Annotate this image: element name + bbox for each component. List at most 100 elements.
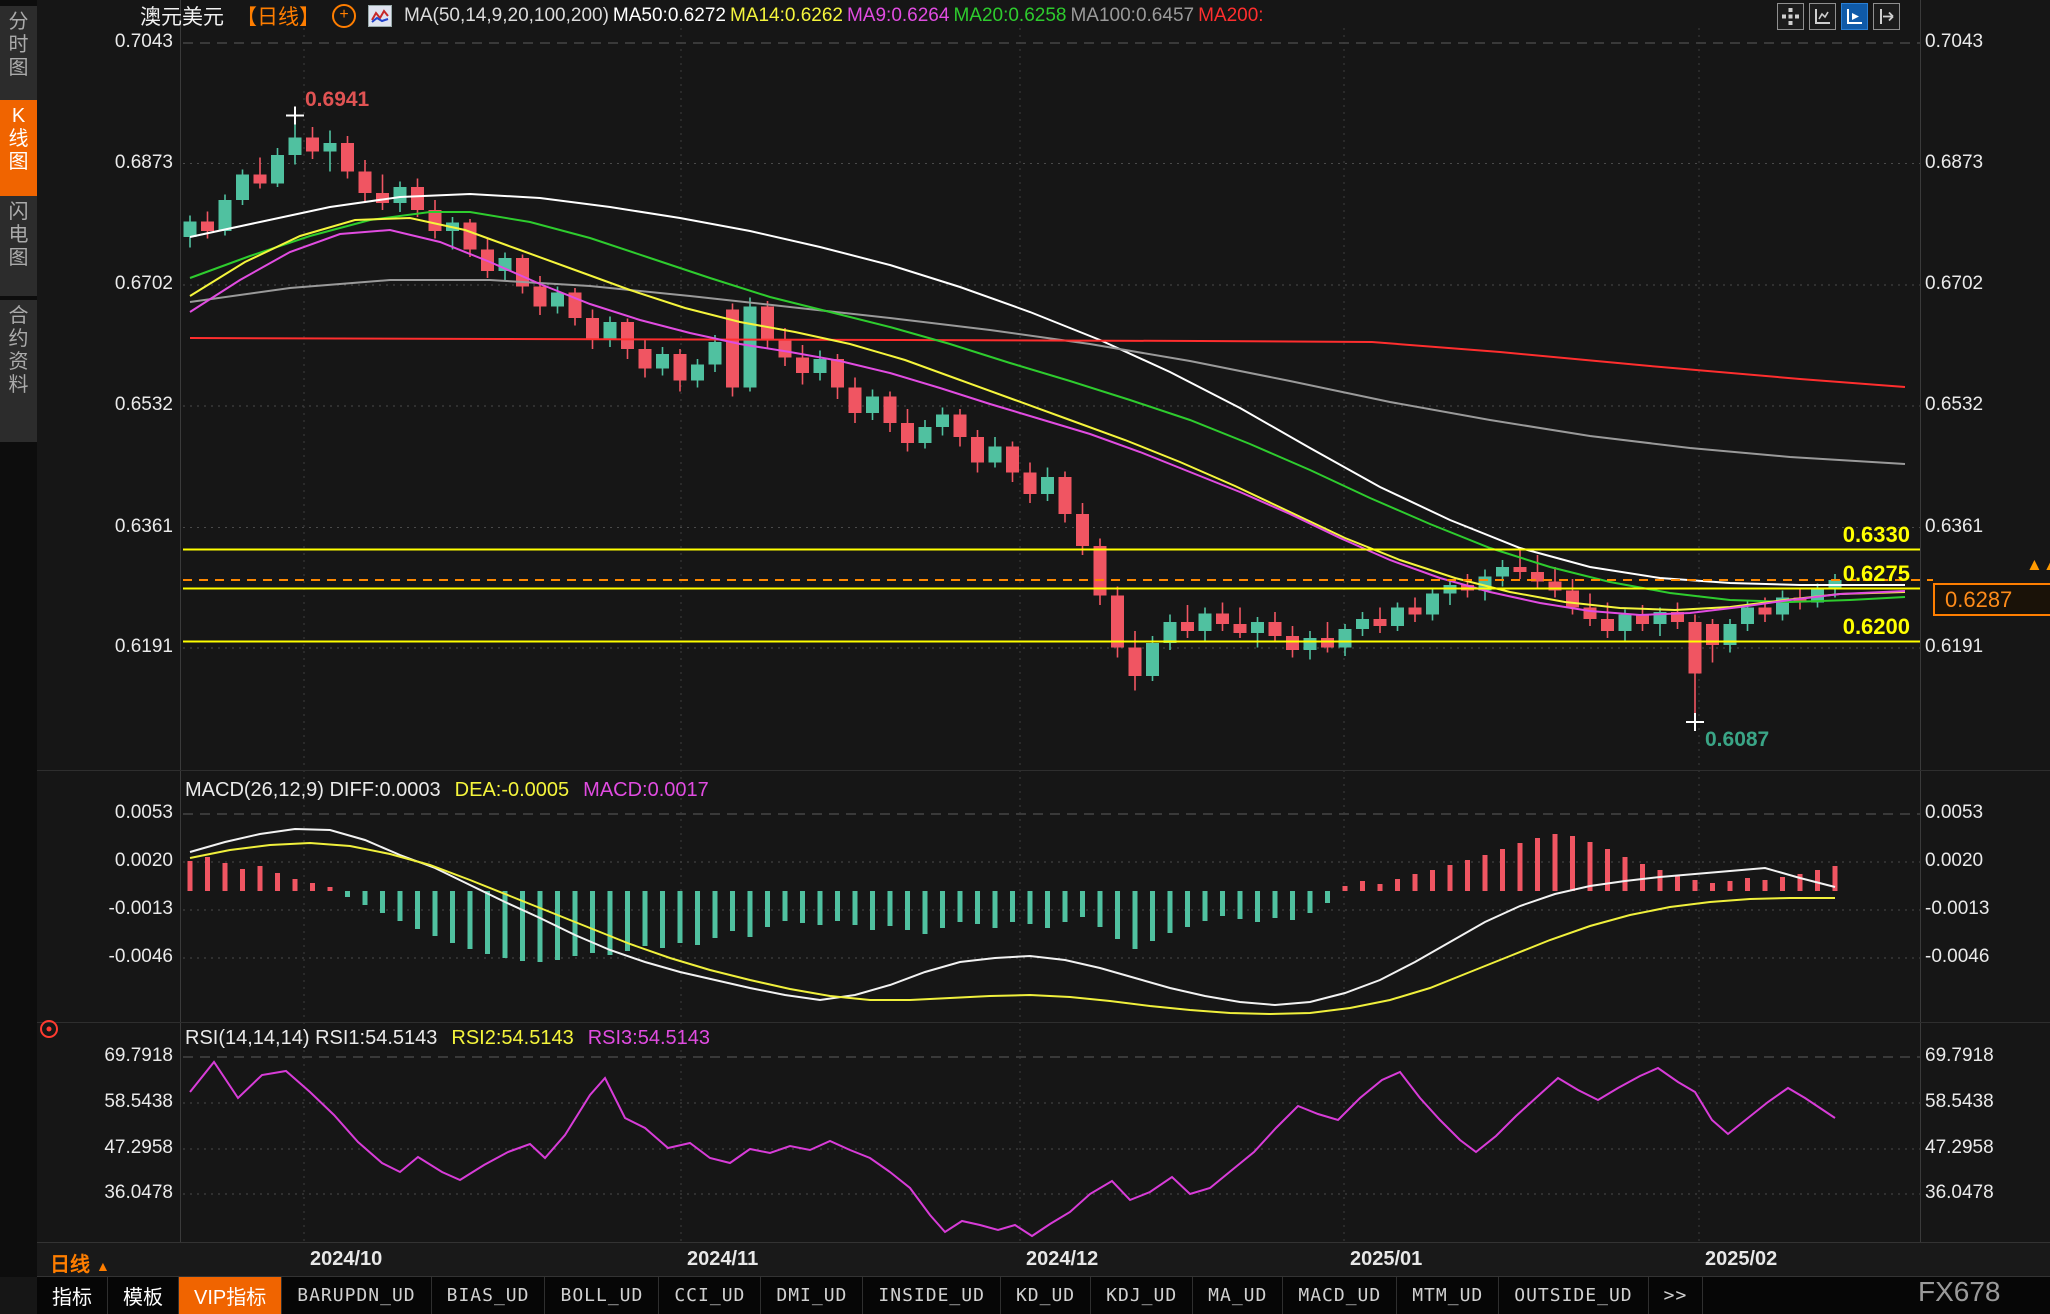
ma-line-ma9 [189,228,1906,617]
scale-axis-icon[interactable] [1809,3,1836,30]
rsi-axis-label: 69.7918 [1925,1045,1994,1066]
toolbar-item-4[interactable]: BARUPDN_UD [282,1277,432,1314]
macd-header: MACD(26,12,9) DIFF:0.0003 DEA:-0.0005 MACD… [185,779,709,803]
toolbar-item-10[interactable]: KD_UD [1001,1277,1092,1314]
month-label: 2025/01 [1350,1248,1423,1270]
current-price-value: 0.6287 [1945,587,2013,612]
toolbar-item-6[interactable]: BOLL_UD [545,1277,660,1314]
sidebar-tab-1[interactable]: 分 时 图 [0,6,37,104]
macd-legend-item: MACD(26,12,9) DIFF:0.0003 [185,779,441,801]
low-price-annotation: 0.6087 [1705,728,1770,751]
timeframe-label: 日线 [50,1254,90,1276]
rsi-axis-label: 58.5438 [104,1091,173,1112]
toolbar-item-11[interactable]: KDJ_UD [1091,1277,1194,1314]
rsi-axis-label: 47.2958 [1925,1137,1994,1158]
toolbar-item-7[interactable]: CCI_UD [659,1277,762,1314]
toolbar-item-15[interactable]: OUTSIDE_UD [1499,1277,1649,1314]
ma-legend-item: MA(50,14,9,20,100,200) [404,5,609,26]
price-axis-label: 0.6532 [1925,394,1984,415]
macd-diff-line [189,827,1836,1007]
macd-axis-label: 0.0020 [114,850,173,871]
rsi-axis-label: 47.2958 [104,1137,173,1158]
price-axis-label: 0.6532 [114,394,173,415]
rsi-axis-label: 36.0478 [104,1182,173,1203]
month-label: 2025/02 [1705,1248,1778,1270]
symbol-name: 澳元美元 [140,6,224,29]
toolbar-item-14[interactable]: MTM_UD [1397,1277,1500,1314]
timeframe-selector[interactable]: 日线 ▲ [50,1248,110,1277]
macd-legend-item: DEA:-0.0005 [454,779,570,801]
price-up-arrow-icon: ▲▲ [2026,555,2050,574]
macd-dea-line [189,841,1835,1016]
compare-add-icon[interactable]: + [332,4,356,28]
macd-histogram [187,834,1838,962]
toolbar-item-9[interactable]: INSIDE_UD [863,1277,1001,1314]
macd-axis-label: -0.0013 [108,898,173,919]
macd-axis-label: -0.0046 [108,946,173,967]
triangle-up-icon: ▲ [96,1258,110,1274]
ma-line-ma100 [189,279,1906,465]
macd-axis-label: 0.0053 [114,802,173,823]
rsi-axis-label: 69.7918 [104,1045,173,1066]
macd-axis-label: 0.0020 [1925,850,1984,871]
rsi-header: RSI(14,14,14) RSI1:54.5143 RSI2:54.5143 RS… [185,1027,710,1051]
macd-axis-label: 0.0053 [1925,802,1984,823]
current-price-box: 0.6287 [1933,583,2050,616]
price-axis-label: 0.7043 [114,31,173,52]
ma-legend-item: MA100:0.6457 [1070,5,1195,26]
rsi-legend-item: RSI(14,14,14) RSI1:54.5143 [185,1027,438,1049]
rsi-line [189,1060,1836,1238]
toolbar-item-1[interactable]: 指标 [37,1277,108,1314]
month-label: 2024/10 [310,1248,383,1270]
price-axis-label: 0.6191 [1925,636,1984,657]
price-axis-label: 0.6361 [1925,515,1984,537]
ma-legend-item: MA14:0.6262 [729,5,843,26]
macd-legend-item: MACD:0.0017 [583,779,709,801]
rsi-legend-item: RSI3:54.5143 [587,1027,711,1049]
toolbar-item-2[interactable]: 模板 [108,1277,179,1314]
auto-scroll-icon[interactable] [1841,3,1868,30]
toolbar-item-3[interactable]: VIP指标 [179,1277,283,1314]
ma-legend: MA(50,14,9,20,100,200) MA50:0.6272 MA14:0.… [404,5,1268,27]
toolbar-item-12[interactable]: MA_UD [1193,1277,1284,1314]
price-axis-label: 0.6361 [114,515,173,537]
toolbar-item-13[interactable]: MACD_UD [1283,1277,1398,1314]
rsi-legend-item: RSI2:54.5143 [451,1027,574,1049]
sidebar-tab-4[interactable]: 合 约 资 料 [0,300,37,442]
toolbar-item-5[interactable]: BIAS_UD [432,1277,546,1314]
chart-toolbar-icons [1777,3,1900,30]
rsi-axis-label: 58.5438 [1925,1091,1994,1112]
chart-header: 澳元美元 【日线】 + MA(50,14,9,20,100,200) MA50:0… [140,3,1268,29]
candles-layer [183,115,1842,722]
toolbar-item-16[interactable]: >> [1649,1277,1704,1314]
macd-axis-label: -0.0013 [1925,898,1990,919]
level-price-label: 0.6200 [1842,613,1910,639]
time-axis: 日线 ▲ 2024/10 2024/11 2024/12 2025/01 2025/02 [37,1242,2050,1277]
layout-grid-icon[interactable] [1777,3,1804,30]
ma-legend-item: MA200: [1198,5,1264,26]
ma-legend-item: MA20:0.6258 [953,5,1067,26]
price-axis-label: 0.6191 [114,636,173,657]
level-price-label: 0.6330 [1842,521,1910,547]
ma-legend-item: MA50:0.6272 [612,5,726,26]
ma-line-ma50 [189,192,1905,586]
price-axis-label: 0.7043 [1925,31,1984,52]
goto-latest-icon[interactable] [1873,3,1900,30]
ma-legend-item: MA9:0.6264 [846,5,950,26]
level-price-label: 0.6275 [1842,560,1910,586]
ma-line-ma14 [189,216,1906,612]
price-axis-label: 0.6702 [114,273,173,294]
toolbar-item-8[interactable]: DMI_UD [761,1277,864,1314]
month-label: 2024/11 [687,1248,759,1270]
bottom-toolbar: 指标 模板 VIP指标 BARUPDN_UD BIAS_UD BOLL_UD CCI_UD D… [37,1277,2050,1314]
sidebar-tab-2[interactable]: K 线 图 [0,100,37,202]
month-label: 2024/12 [1026,1248,1099,1270]
macd-axis-label: -0.0046 [1925,946,1990,967]
watermark: FX678 [1918,1276,2001,1307]
price-axis-label: 0.6873 [1925,151,1984,173]
indicator-settings-icon[interactable] [368,5,392,27]
sidebar-tab-3[interactable]: 闪 电 图 [0,196,37,296]
